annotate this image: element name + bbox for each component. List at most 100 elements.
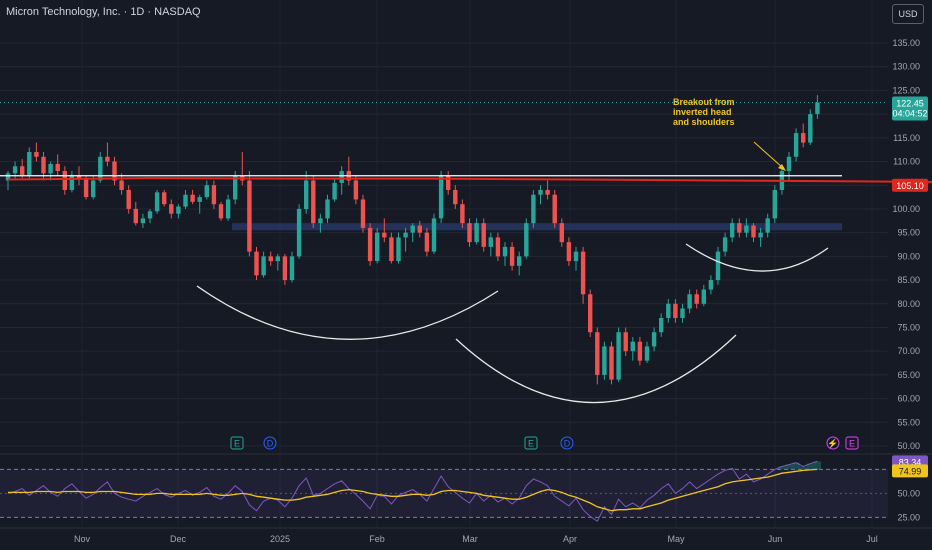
overlay-lines: [0, 102, 932, 183]
candle: [233, 175, 238, 200]
candle: [580, 251, 586, 295]
candle: [389, 237, 394, 262]
ma-value-badge-bg: [892, 178, 928, 192]
candle: [83, 178, 89, 198]
candle: [375, 232, 380, 262]
time-tick-label: Mar: [462, 534, 478, 544]
candle: [737, 223, 742, 233]
rsi-overbought-fill: [792, 462, 800, 470]
candle: [566, 242, 572, 262]
candle: [722, 237, 728, 252]
rsi-overbought-fill: [813, 461, 821, 470]
candle: [687, 294, 692, 309]
rsi-overbought-fill: [806, 463, 814, 470]
candle: [76, 175, 82, 179]
price-tick-label: 65.00: [897, 370, 920, 380]
candle: [609, 346, 614, 380]
time-tick-label: May: [667, 534, 685, 544]
candle: [808, 114, 813, 143]
candle: [304, 180, 309, 209]
candle: [651, 332, 657, 347]
price-tick-label: 115.00: [893, 133, 920, 143]
candle: [5, 173, 11, 181]
candle: [595, 332, 600, 375]
candle: [488, 237, 493, 247]
candle: [801, 133, 806, 143]
rsi-tick-label: 50.00: [897, 488, 920, 498]
rsi-pane: [0, 460, 888, 522]
candle: [126, 189, 131, 209]
candle: [502, 246, 508, 257]
grid: [0, 0, 932, 529]
candle: [765, 218, 770, 233]
candle: [474, 223, 479, 243]
candle: [261, 256, 266, 276]
candle: [204, 185, 209, 198]
candle: [382, 232, 387, 238]
candle: [446, 175, 451, 190]
candle: [424, 232, 430, 252]
time-tick-label: Jul: [866, 534, 878, 544]
candle: [183, 194, 188, 207]
candle: [453, 189, 458, 205]
price-tick-label: 85.00: [897, 275, 920, 285]
candle: [438, 175, 444, 219]
rsi-tick-label: 25.00: [897, 512, 920, 522]
candle: [772, 189, 777, 219]
candle: [211, 185, 217, 205]
candle: [815, 102, 820, 115]
candle: [573, 251, 579, 262]
candle: [367, 227, 373, 262]
candle: [545, 189, 550, 195]
price-tick-label: 95.00: [897, 228, 920, 238]
candle: [701, 289, 706, 304]
time-tick-label: Feb: [369, 534, 385, 544]
annotation-arrow-head: [778, 164, 786, 171]
candle: [403, 232, 408, 238]
last-price-badge: 122.45: [896, 99, 924, 109]
candle: [176, 206, 181, 214]
candle: [751, 225, 756, 238]
candle: [119, 180, 124, 190]
candle: [140, 218, 146, 224]
price-tick-label: 130.00: [892, 62, 920, 72]
rsi-overbought-fill: [778, 466, 786, 470]
event-marker-earnings: [524, 436, 538, 450]
candle: [708, 280, 714, 290]
event-marker-letter: ⚡: [827, 438, 838, 450]
candle: [531, 194, 536, 224]
time-tick-label: Nov: [74, 534, 91, 544]
candle: [602, 346, 607, 375]
last-price-badge-bg: [892, 96, 928, 121]
rsi-ma-badge: 74.99: [899, 466, 922, 476]
candle: [296, 208, 302, 257]
price-tick-label: 100.00: [892, 204, 920, 214]
candle: [793, 133, 799, 157]
price-tick-label: 110.00: [893, 157, 920, 167]
candle: [758, 232, 763, 238]
moving-average-line: [7, 177, 932, 183]
time-axis: Nov Dec 2025 Feb Mar Apr May Jun Jul: [74, 534, 878, 544]
candle: [559, 223, 564, 243]
price-tick-label: 50.00: [897, 441, 920, 451]
price-tick-label: 125.00: [892, 85, 920, 95]
time-tick-label: 2025: [270, 534, 290, 544]
candle: [27, 152, 32, 176]
currency-button[interactable]: USD: [892, 4, 924, 24]
price-tick-label: 135.00: [892, 38, 920, 48]
candle: [730, 223, 735, 238]
candle: [417, 225, 422, 233]
rsi-overbought-fill: [799, 466, 807, 470]
candle: [623, 332, 628, 352]
time-tick-label: Apr: [563, 534, 577, 544]
candle: [55, 163, 60, 172]
candle: [786, 156, 792, 172]
event-marker-letter: D: [564, 439, 571, 449]
event-marker-letter: E: [849, 439, 855, 449]
price-tick-label: 55.00: [897, 417, 920, 427]
candle: [410, 225, 415, 233]
right-shoulder-curve: [685, 243, 829, 272]
annotation-line-3: and shoulders: [673, 117, 735, 127]
